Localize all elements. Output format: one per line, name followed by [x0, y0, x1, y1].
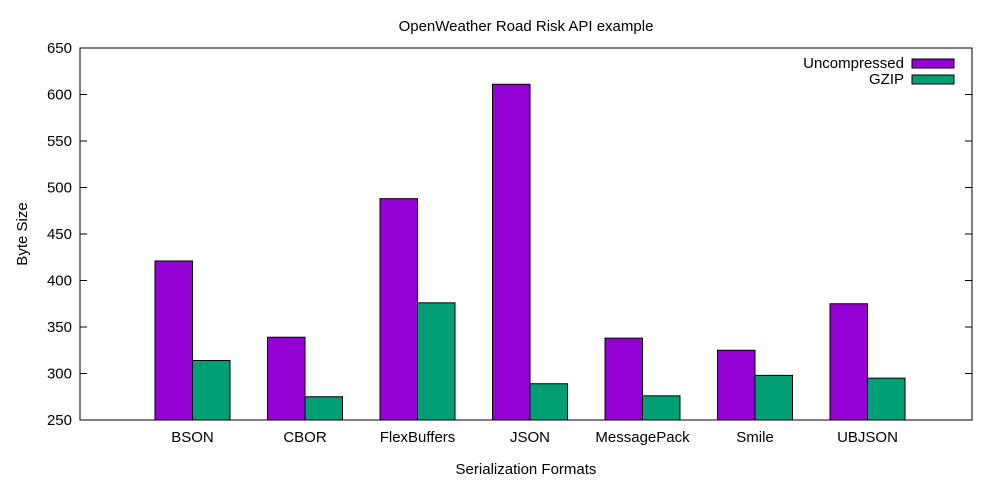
legend-label: GZIP — [869, 71, 904, 88]
y-tick-label: 400 — [47, 273, 72, 290]
y-tick-label: 550 — [47, 133, 72, 150]
y-tick-label: 450 — [47, 226, 72, 243]
bar-uncompressed-smile — [717, 349, 756, 421]
plot-frame — [79, 47, 973, 421]
bar-gzip-flexbuffers — [417, 302, 456, 421]
y-tick-label: 650 — [47, 40, 72, 57]
bar-uncompressed-flexbuffers — [379, 198, 418, 421]
legend-swatch — [911, 58, 955, 69]
x-axis-label: Serialization Formats — [456, 461, 597, 478]
x-tick-label: FlexBuffers — [380, 429, 456, 446]
bar-uncompressed-cbor — [267, 336, 306, 421]
bar-gzip-messagepack — [642, 395, 681, 421]
bar-gzip-ubjson — [867, 377, 906, 421]
legend-label: Uncompressed — [803, 55, 904, 72]
bar-uncompressed-bson — [154, 260, 193, 421]
legend-swatch — [911, 74, 955, 85]
y-axis-ticks: 250 300 350 400 450 500 550 600 650 — [47, 40, 972, 429]
bar-uncompressed-ubjson — [829, 303, 868, 421]
bar-uncompressed-messagepack — [604, 337, 643, 421]
chart-title: OpenWeather Road Risk API example — [399, 18, 654, 35]
bar-gzip-json — [529, 383, 568, 421]
y-tick-label: 350 — [47, 319, 72, 336]
y-tick-label: 300 — [47, 366, 72, 383]
bar-gzip-bson — [192, 359, 231, 421]
y-tick-label: 250 — [47, 412, 72, 429]
y-tick-label: 500 — [47, 180, 72, 197]
bars — [154, 83, 906, 421]
x-tick-label: MessagePack — [595, 429, 690, 446]
bar-gzip-smile — [754, 374, 793, 421]
bar-gzip-cbor — [304, 396, 343, 421]
y-axis-label: Byte Size — [14, 202, 31, 265]
x-tick-label: JSON — [510, 429, 550, 446]
x-tick-label: BSON — [171, 429, 214, 446]
y-tick-label: 600 — [47, 87, 72, 104]
bar-uncompressed-json — [492, 83, 531, 421]
x-tick-label: UBJSON — [837, 429, 898, 446]
x-tick-label: CBOR — [283, 429, 327, 446]
x-tick-label: Smile — [736, 429, 774, 446]
x-axis-ticks: BSON CBOR FlexBuffers JSON MessagePack Smile U… — [171, 413, 898, 446]
